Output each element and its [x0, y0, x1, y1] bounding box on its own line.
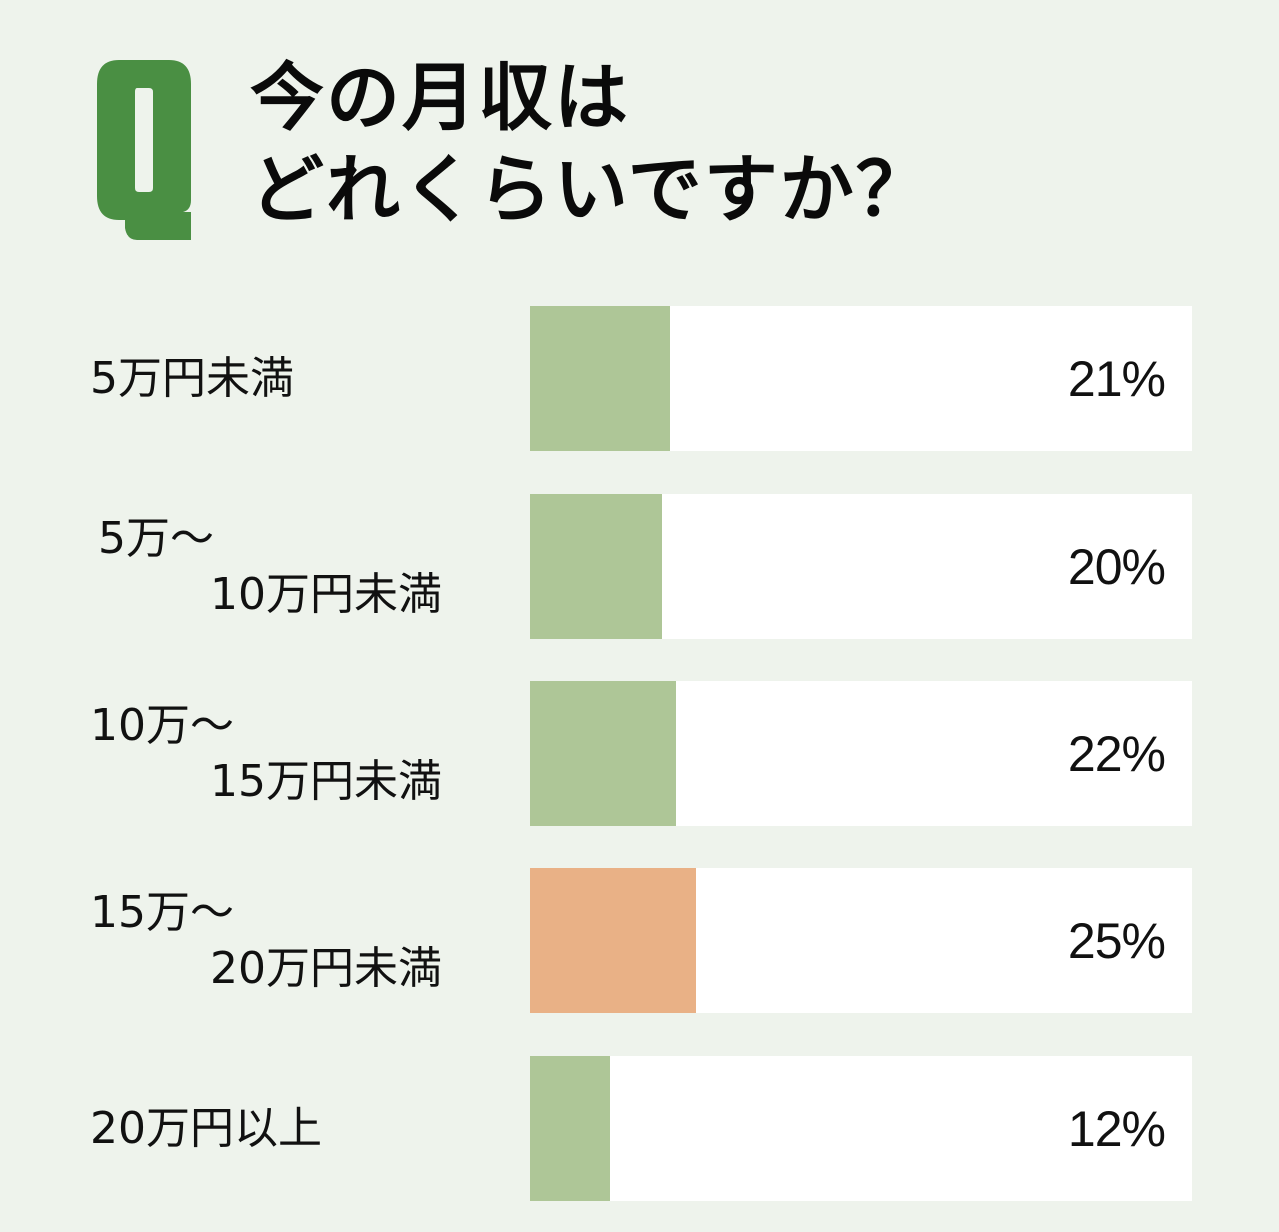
title-line-2: どれくらいですか？ [250, 147, 932, 233]
bar-fill [530, 681, 676, 826]
category-label: 20万円以上 [90, 1102, 322, 1154]
bar-track: 22% [530, 681, 1192, 826]
bar-fill-highlight [530, 868, 696, 1013]
category-label: 10万～ 15万円未満 [90, 699, 442, 807]
bar-track: 20% [530, 494, 1192, 639]
percent-label: 25% [1067, 912, 1166, 969]
bar-track: 21% [530, 306, 1192, 451]
category-label: 15万～ 20万円未満 [90, 886, 442, 994]
bar-fill [530, 494, 662, 639]
bar-row-highlighted: 15万～ 20万円未満 25% [0, 868, 1279, 1013]
bar-row: 20万円以上 12% [0, 1056, 1279, 1201]
bar-row: 5万～ 10万円未満 20% [0, 494, 1279, 639]
bar-track: 12% [530, 1056, 1192, 1201]
category-label: 5万円未満 [90, 352, 294, 404]
percent-label: 22% [1067, 725, 1166, 782]
percent-label: 21% [1067, 350, 1166, 407]
percent-label: 20% [1067, 538, 1166, 595]
bar-track: 25% [530, 868, 1192, 1013]
bar-fill [530, 1056, 610, 1201]
title-line-1: 今の月収は [250, 55, 630, 141]
percent-label: 12% [1067, 1100, 1166, 1157]
bar-row: 5万円未満 21% [0, 306, 1279, 451]
bar-row: 10万～ 15万円未満 22% [0, 681, 1279, 826]
bar-fill [530, 306, 670, 451]
q-letter-icon [97, 60, 191, 240]
category-label: 5万～ 10万円未満 [98, 512, 442, 620]
page-title: 今の月収は どれくらいですか？ [250, 52, 932, 236]
